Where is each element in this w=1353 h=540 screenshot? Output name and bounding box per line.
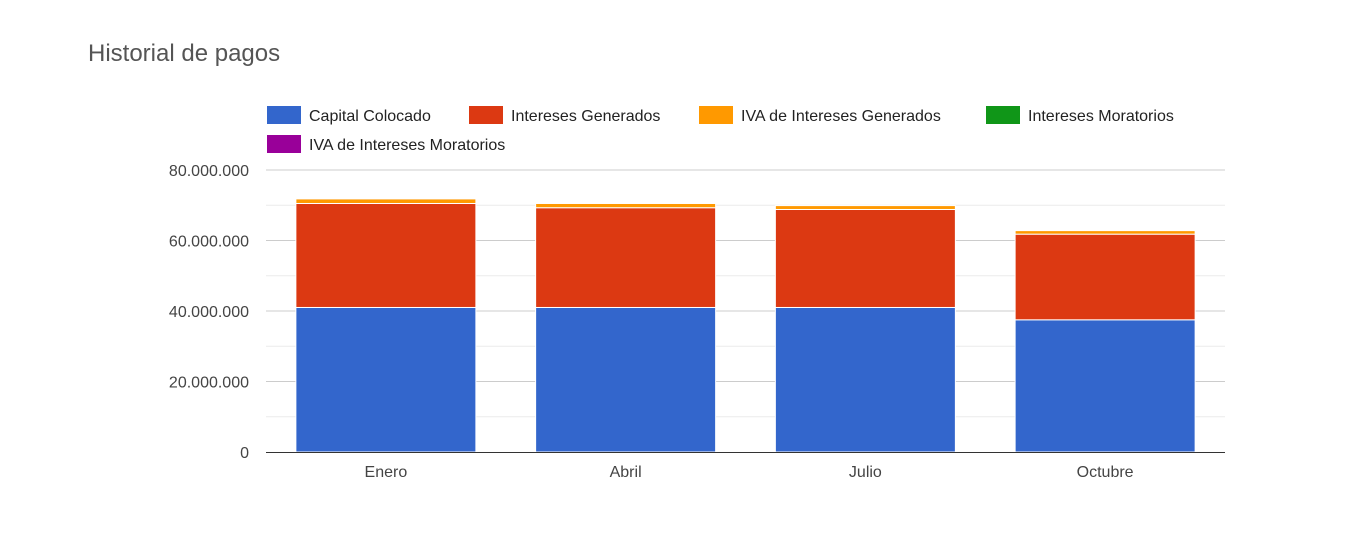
bar-segment[interactable]	[774, 306, 956, 453]
y-tick-label: 40.000.000	[169, 304, 249, 321]
bar-segment[interactable]	[535, 207, 717, 308]
chart-title: Historial de pagos	[88, 40, 281, 67]
legend-item[interactable]: IVA de Intereses Generados	[699, 106, 941, 125]
bar-segment[interactable]	[535, 202, 717, 209]
legend-swatch	[699, 106, 733, 124]
x-tick-label: Enero	[365, 464, 408, 481]
legend-item[interactable]: Intereses Moratorios	[986, 106, 1174, 125]
bar-segment[interactable]	[295, 306, 477, 453]
bar-segment[interactable]	[1014, 319, 1196, 453]
bar-segment[interactable]	[774, 208, 956, 308]
legend-label: Intereses Moratorios	[1028, 108, 1174, 125]
legend-swatch	[469, 106, 503, 124]
bar-segment[interactable]	[535, 306, 717, 453]
bar-segment[interactable]	[295, 202, 477, 308]
bar-segment[interactable]	[774, 205, 956, 210]
bar-segment[interactable]	[1014, 233, 1196, 321]
bars	[295, 198, 1196, 453]
x-axis-ticks: Enero Abril Julio Octubre	[365, 464, 1134, 481]
y-tick-label: 0	[240, 445, 249, 462]
legend-swatch	[986, 106, 1020, 124]
legend-item[interactable]: Intereses Generados	[469, 106, 660, 125]
legend: Capital Colocado Intereses Generados IVA d…	[267, 106, 1174, 154]
legend-label: Capital Colocado	[309, 108, 431, 125]
legend-label: IVA de Intereses Generados	[741, 108, 941, 125]
bar-segment[interactable]	[295, 198, 477, 204]
legend-label: Intereses Generados	[511, 108, 660, 125]
legend-swatch	[267, 106, 301, 124]
y-tick-label: 20.000.000	[169, 375, 249, 392]
y-tick-label: 80.000.000	[169, 163, 249, 180]
legend-item[interactable]: Capital Colocado	[267, 106, 431, 125]
legend-swatch	[267, 135, 301, 153]
x-tick-label: Abril	[610, 464, 642, 481]
y-axis-ticks: 0 20.000.000 40.000.000 60.000.000 80.000.00…	[169, 163, 249, 462]
x-tick-label: Octubre	[1077, 464, 1134, 481]
x-tick-label: Julio	[849, 464, 882, 481]
legend-label: IVA de Intereses Moratorios	[309, 137, 505, 154]
y-tick-label: 60.000.000	[169, 234, 249, 251]
bar-segment[interactable]	[1014, 230, 1196, 235]
legend-item[interactable]: IVA de Intereses Moratorios	[267, 135, 505, 154]
